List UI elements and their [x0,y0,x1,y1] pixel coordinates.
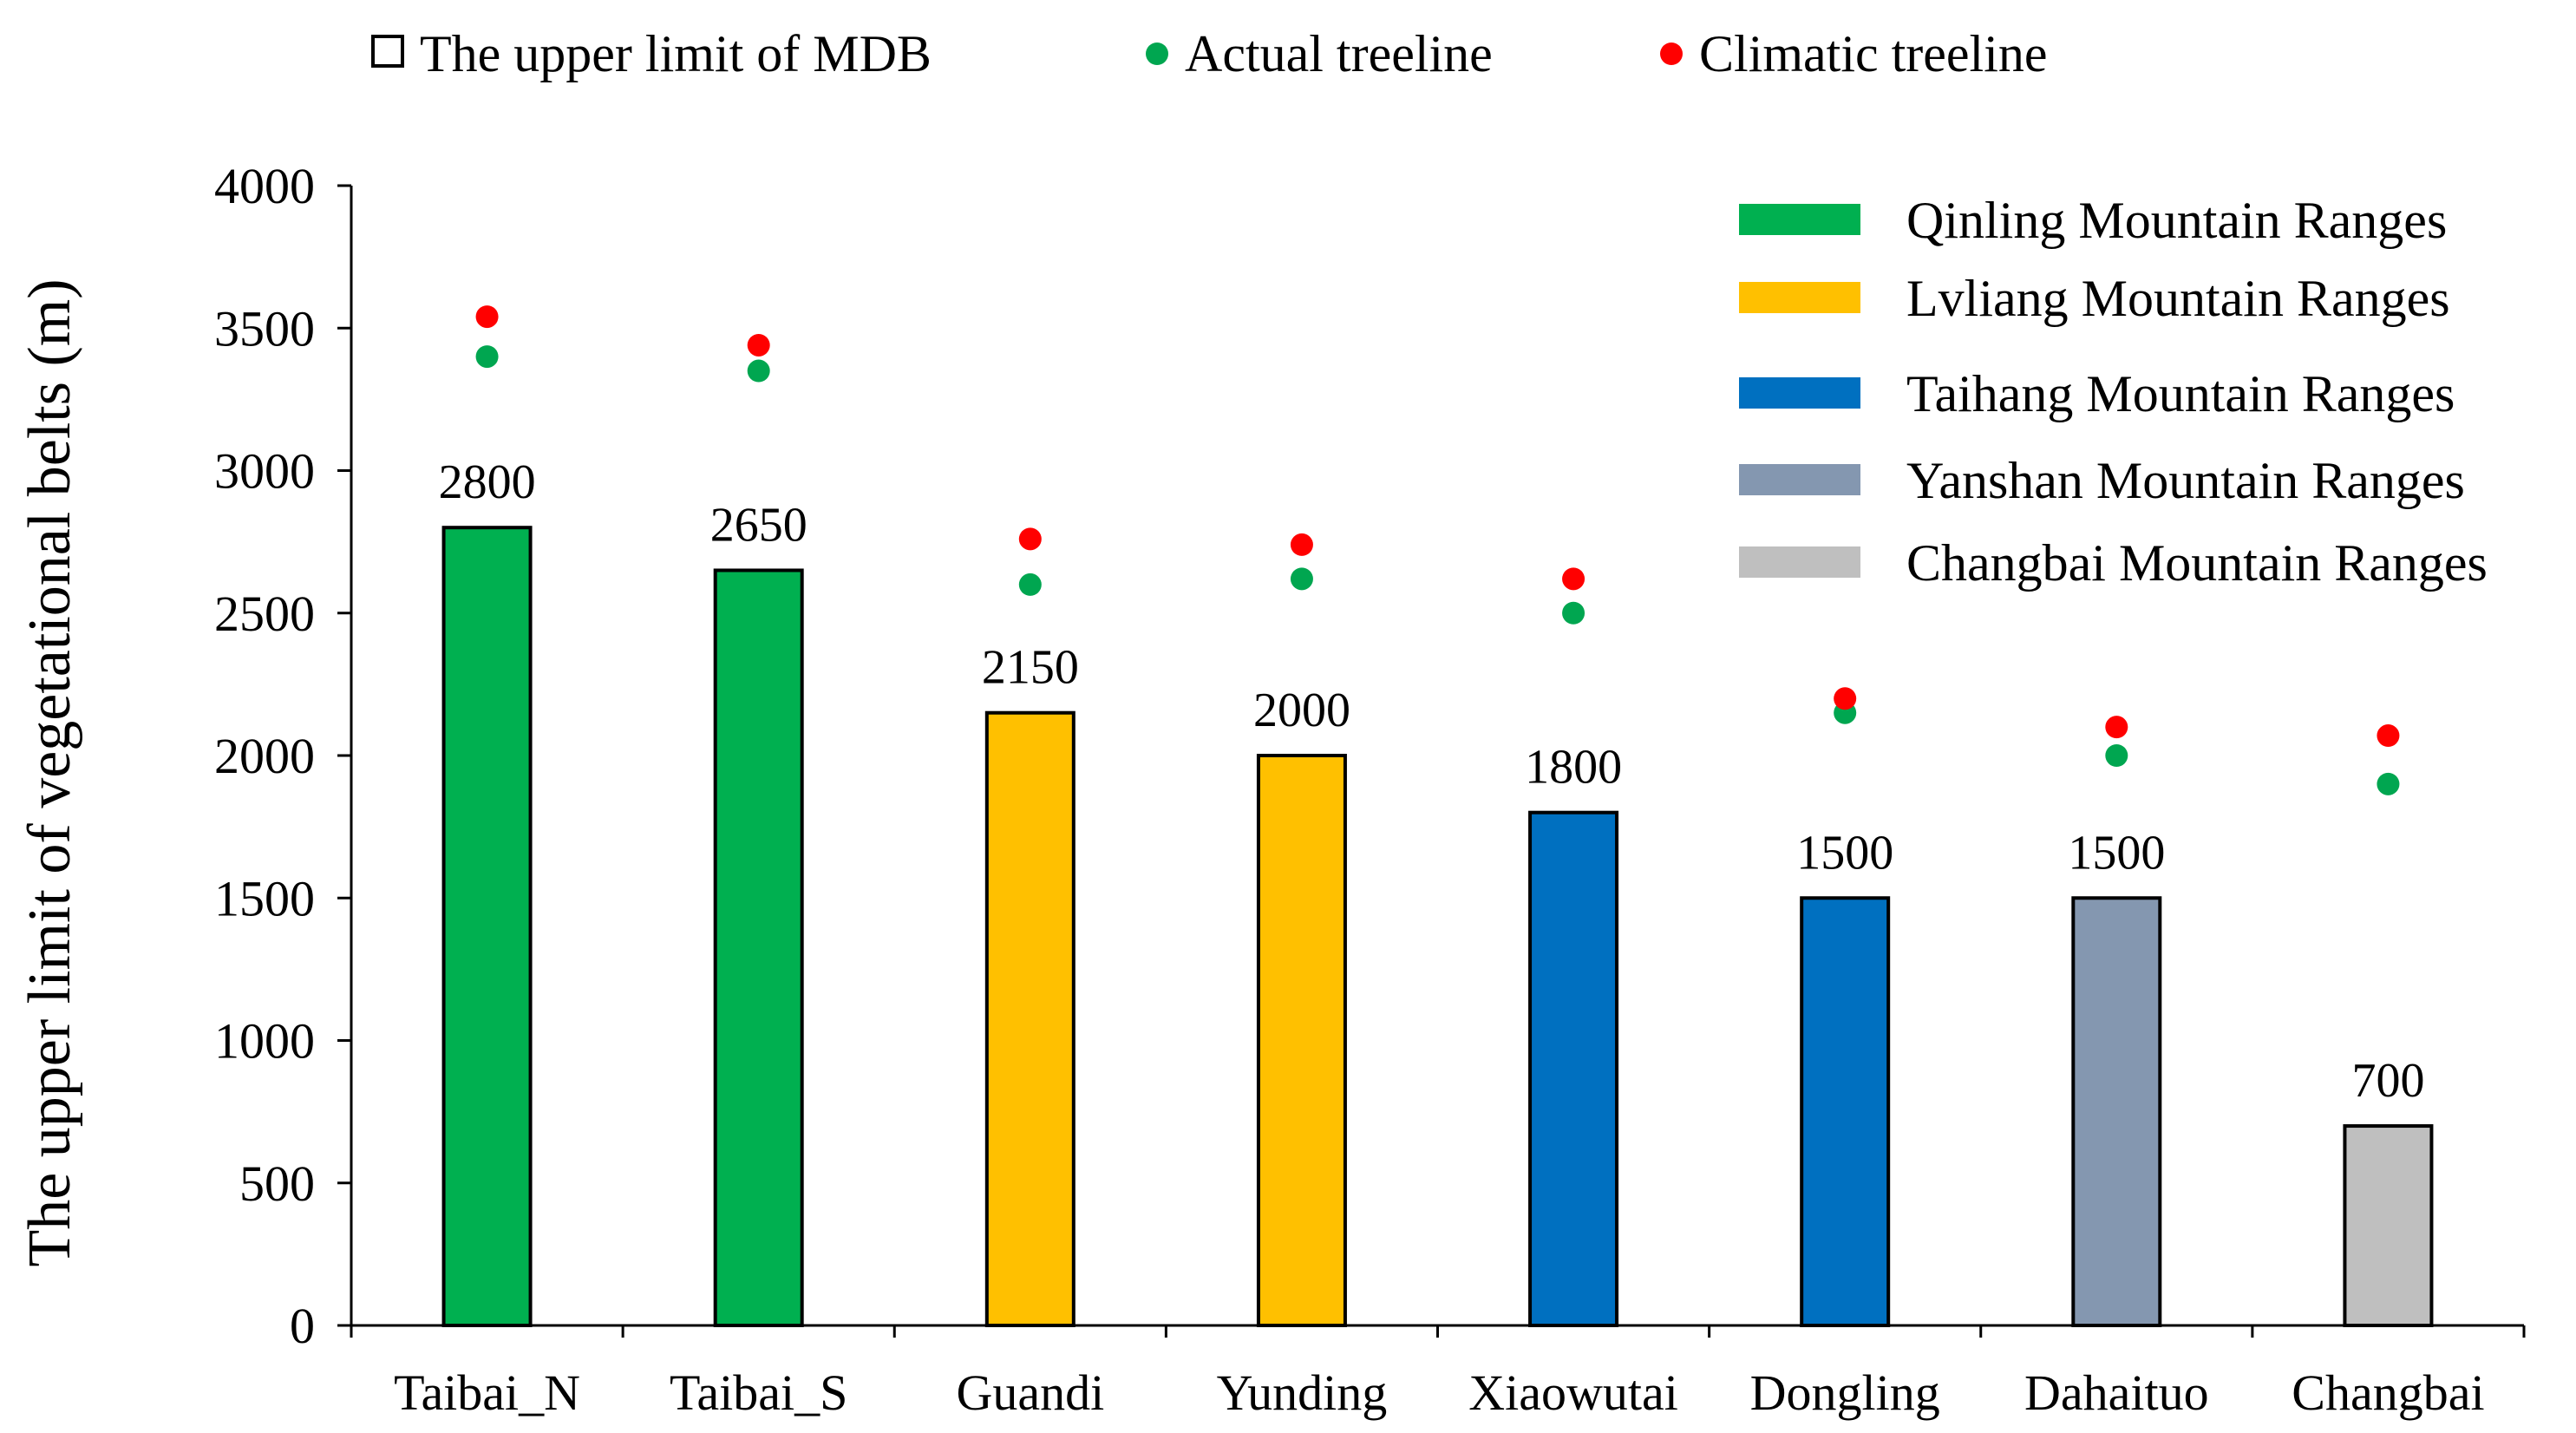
actual-treeline-point [2377,772,2400,795]
bars: 2800 2650 2150 2000 1800 1500 1500 700 [439,455,2434,1328]
climatic-treeline-point [2377,724,2400,748]
range-legend-swatch [1739,546,1860,578]
climatic-treeline-point [1834,687,1857,710]
x-category-label: Taibai_N [394,1364,580,1421]
top-legend-label: The upper limit of MDB [420,25,932,82]
range-legend-swatch [1739,377,1860,409]
y-tick-label: 2500 [214,586,315,642]
climatic-treeline-point [747,333,770,357]
climatic-treeline-point [1290,533,1313,556]
mountain-range-legend: Qinling Mountain Ranges Lvliang Mountain … [1739,192,2488,592]
y-tick-label: 1500 [214,870,315,926]
range-legend-swatch [1739,282,1860,313]
bar-value-label: 1500 [2068,826,2165,880]
top-legend-label: Climatic treeline [1699,25,2048,82]
y-axis-title: The upper limit of vegetational belts (m… [16,278,83,1266]
bar-value-label: 1800 [1525,741,1622,795]
range-legend-label: Taihang Mountain Ranges [1906,365,2455,422]
y-tick-label: 1000 [214,1013,315,1070]
range-legend-label: Qinling Mountain Ranges [1906,192,2447,249]
range-legend-label: Lvliang Mountain Ranges [1906,270,2450,327]
x-axis: Taibai_N Taibai_S Guandi Yunding Xiaowutai Do… [350,1324,2526,1421]
bar [1800,896,1891,1327]
bar-value-label: 700 [2351,1054,2424,1108]
top-legend-label: Actual treeline [1185,25,1493,82]
actual-treeline-point [747,359,770,383]
y-tick-label: 500 [239,1155,315,1212]
actual-treeline-point [2105,744,2128,767]
bar-value-label: 2650 [710,498,807,552]
y-tick-label: 3000 [214,443,315,500]
bar-value-label: 2150 [982,641,1079,695]
bar [2071,896,2162,1327]
bar [2343,1124,2434,1328]
bar-value-label: 1500 [1796,826,1893,880]
bar [984,710,1076,1327]
y-tick-label: 0 [290,1298,315,1354]
x-category-label: Guandi [956,1364,1104,1421]
range-legend-label: Changbai Mountain Ranges [1906,534,2488,592]
actual-treeline-point [1018,573,1042,596]
actual-treeline-point [475,345,499,369]
y-tick-label: 3500 [214,300,315,357]
x-category-label: Changbai [2292,1364,2484,1421]
climatic-treeline-point [2105,716,2128,739]
bar-value-label: 2000 [1253,684,1350,737]
bar [441,526,533,1327]
range-legend-label: Yanshan Mountain Ranges [1906,452,2465,509]
x-category-label: Yunding [1217,1364,1388,1421]
x-category-label: Dongling [1750,1364,1940,1421]
climatic-treeline-point [1562,567,1585,591]
x-category-label: Dahaituo [2024,1364,2209,1421]
x-category-label: Taibai_S [670,1364,847,1421]
y-tick-label: 2000 [214,728,315,784]
actual-legend-dot [1146,43,1168,65]
top-legend: The upper limit of MDB Actual treeline Cli… [371,25,2048,82]
bar [1528,810,1619,1327]
treeline-points [475,305,2400,795]
actual-treeline-point [1290,567,1313,591]
range-legend-swatch [1739,464,1860,495]
climatic-treeline-point [475,305,499,329]
bar [713,568,804,1327]
y-axis: 0 500 1000 1500 2000 2500 3000 3500 4000 [214,158,353,1354]
actual-treeline-point [1562,601,1585,625]
climatic-legend-dot [1660,43,1683,65]
mdb-legend-swatch [371,35,404,68]
y-tick-label: 4000 [214,158,315,214]
range-legend-swatch [1739,204,1860,235]
bar [1256,754,1347,1327]
bar-value-label: 2800 [439,455,536,509]
climatic-treeline-point [1018,527,1042,551]
x-category-label: Xiaowutai [1468,1364,1678,1421]
